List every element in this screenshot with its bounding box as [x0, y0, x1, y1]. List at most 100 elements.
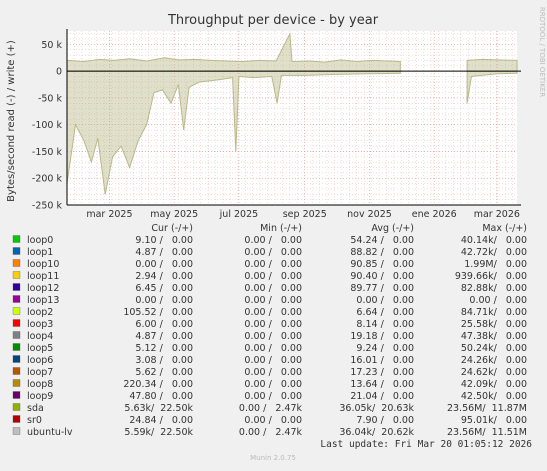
x-tick-labels: mar 2025 may 2025 jul 2025 sep 2025 nov 2025…: [86, 209, 520, 220]
legend-value: 0.00 / 0.00: [469, 295, 527, 306]
x-tick-label: mar 2025: [86, 209, 132, 220]
legend-value: 0.00 / 0.00: [135, 295, 193, 306]
legend-value: 13.64 / 0.00: [350, 379, 414, 390]
legend-value: 23.56M/ 11.87M: [447, 403, 527, 414]
legend-value: 0.00 / 0.00: [244, 391, 302, 402]
legend-value: 90.40 / 0.00: [350, 271, 414, 282]
y-tick-labels: 50 k 0 -50 k -100 k -150 k -200 k -250 k: [32, 40, 63, 212]
legend-column-header: Avg (-/+): [371, 223, 414, 234]
legend-value: 9.10 / 0.00: [135, 235, 193, 246]
legend-value: 6.64 / 0.00: [356, 307, 414, 318]
legend-value: 36.04k/ 20.62k: [339, 427, 414, 438]
legend-value: 0.00 / 0.00: [244, 247, 302, 258]
legend-value: 50.24k/ 0.00: [461, 343, 527, 354]
x-tick-label: sep 2025: [283, 209, 327, 220]
legend-swatch: [12, 391, 21, 399]
legend-name: sr0: [27, 415, 42, 426]
legend-value: 19.18 / 0.00: [350, 331, 414, 342]
legend-value: 4.87 / 0.00: [135, 331, 193, 342]
legend-swatch: [12, 379, 21, 387]
legend-value: 42.72k/ 0.00: [461, 247, 527, 258]
y-tick-label: -50 k: [38, 93, 63, 104]
legend-name: loop11: [27, 271, 59, 282]
legend-value: 23.56M/ 11.51M: [447, 427, 527, 438]
legend-value: 0.00 / 0.00: [244, 259, 302, 270]
legend-value: 220.34 / 0.00: [123, 379, 193, 390]
legend-value: 0.00 / 0.00: [244, 367, 302, 378]
legend-value: 6.00 / 0.00: [135, 319, 193, 330]
legend-value: 24.62k/ 0.00: [461, 367, 527, 378]
legend-value: 105.52 / 0.00: [123, 307, 193, 318]
legend-value: 42.09k/ 0.00: [461, 379, 527, 390]
legend-name: loop13: [27, 295, 59, 306]
legend-swatch: [12, 307, 21, 315]
legend-column-header: Max (-/+): [482, 223, 527, 234]
legend-swatch: [12, 427, 21, 435]
legend-value: 36.05k/ 20.63k: [339, 403, 414, 414]
legend-swatch: [12, 295, 21, 303]
legend-value: 95.01k/ 0.00: [461, 415, 527, 426]
legend-value: 6.45 / 0.00: [135, 283, 193, 294]
y-tick-label: 0: [56, 67, 62, 78]
series-sda-read: [66, 70, 401, 195]
legend-value: 0.00 / 0.00: [244, 379, 302, 390]
legend-value: 42.50k/ 0.00: [461, 391, 527, 402]
x-tick-label: jul 2025: [219, 209, 259, 220]
legend-value: 0.00 / 0.00: [244, 331, 302, 342]
y-tick-label: -150 k: [32, 147, 63, 158]
legend-column-header: Min (-/+): [260, 223, 302, 234]
y-axis-label: Bytes/second read (-) / write (+): [6, 40, 17, 202]
legend-value: 5.63k/ 22.50k: [124, 403, 193, 414]
legend-value: 0.00 / 2.47k: [239, 427, 303, 438]
legend-value: 4.87 / 0.00: [135, 247, 193, 258]
legend-value: 40.14k/ 0.00: [461, 235, 527, 246]
legend-value: 5.12 / 0.00: [135, 343, 193, 354]
series-sda-write: [66, 31, 401, 72]
legend-value: 47.80 / 0.00: [129, 391, 193, 402]
x-tick-label: nov 2025: [347, 209, 392, 220]
legend-value: 0.00 / 2.47k: [239, 403, 303, 414]
series-sda-write: [466, 58, 518, 72]
legend-name: loop12: [27, 283, 59, 294]
legend-swatch: [12, 331, 21, 339]
y-tick-label: 50 k: [41, 40, 62, 51]
legend-value: 5.62 / 0.00: [135, 367, 193, 378]
x-tick-label: ene 2026: [412, 209, 457, 220]
legend-value: 16.01 / 0.00: [350, 355, 414, 366]
grid-major: [67, 31, 517, 206]
legend-value: 0.00 / 0.00: [244, 355, 302, 366]
legend-name: loop3: [27, 319, 53, 330]
legend-name: loop0: [27, 235, 53, 246]
legend-name: sda: [27, 403, 44, 414]
chart-title: Throughput per device - by year: [167, 13, 379, 28]
legend-name: loop10: [27, 259, 59, 270]
legend-value: 21.04 / 0.00: [350, 391, 414, 402]
legend-value: 0.00 / 0.00: [356, 295, 414, 306]
legend-value: 54.24 / 0.00: [350, 235, 414, 246]
y-tick-label: -250 k: [32, 201, 63, 212]
legend-value: 90.85 / 0.00: [350, 259, 414, 270]
y-tick-label: -200 k: [32, 174, 63, 185]
legend-name: loop6: [27, 355, 53, 366]
legend-value: 0.00 / 0.00: [244, 295, 302, 306]
legend-name: loop7: [27, 367, 53, 378]
series-layer: [66, 31, 518, 195]
legend-swatch: [12, 319, 21, 327]
legend-column-header: Cur (-/+): [151, 223, 193, 234]
legend-swatch: [12, 343, 21, 351]
legend-value: 84.71k/ 0.00: [461, 307, 527, 318]
legend-swatch: [12, 415, 21, 423]
legend-name: loop1: [27, 247, 53, 258]
legend-swatch: [12, 367, 21, 375]
legend-value: 0.00 / 0.00: [244, 235, 302, 246]
legend-name: ubuntu-lv: [27, 427, 73, 438]
x-tick-label: may 2025: [150, 209, 198, 220]
legend-value: 2.94 / 0.00: [135, 271, 193, 282]
munin-version: Munin 2.0.75: [250, 454, 296, 462]
legend-value: 89.77 / 0.00: [350, 283, 414, 294]
legend-value: 88.82 / 0.00: [350, 247, 414, 258]
legend-value: 0.00 / 0.00: [244, 415, 302, 426]
y-tick-label: -100 k: [32, 120, 63, 131]
last-update: Last update: Fri Mar 20 01:05:12 2026: [320, 439, 532, 450]
